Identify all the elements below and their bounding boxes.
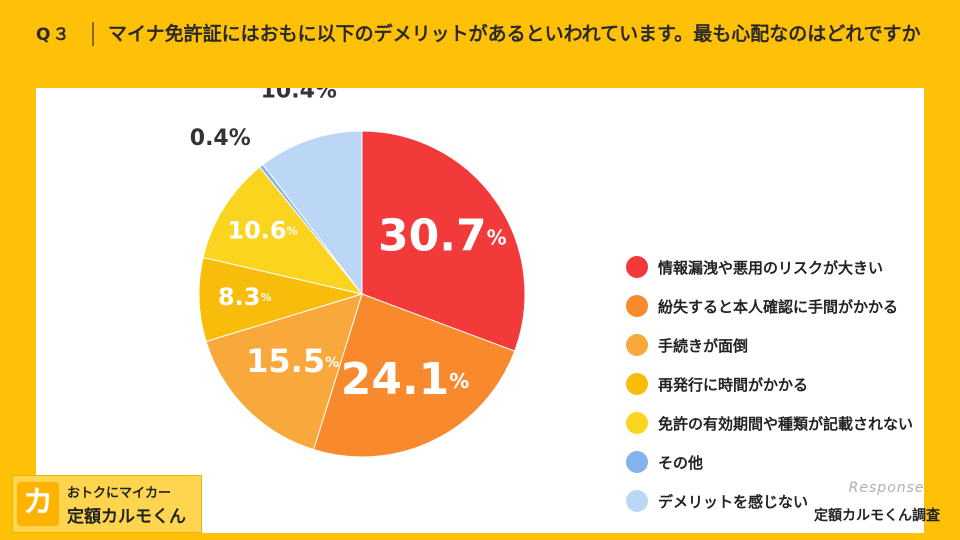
legend-label: 手続きが面倒: [658, 336, 749, 355]
slice-value-label-0: 30.7%: [378, 210, 507, 261]
legend-item-1: 紛失すると本人確認に手間がかかる: [626, 293, 898, 319]
legend-item-6: デメリットを感じない: [626, 488, 808, 514]
logo-tagline: おトクにマイカー: [67, 486, 172, 501]
question-header: Q３ マイナ免許証にはおもに以下のデメリットがあるといわれています。最も心配なの…: [36, 14, 936, 84]
legend-item-5: その他: [626, 449, 703, 475]
pie-slice-2: [205, 293, 363, 451]
legend-swatch-icon: [626, 256, 648, 278]
pie-slice-6: [262, 130, 363, 296]
legend-swatch-icon: [626, 490, 648, 512]
legend-label: 情報漏洩や悪用のリスクが大きい: [658, 258, 884, 277]
legend-item-0: 情報漏洩や悪用のリスクが大きい: [626, 254, 883, 280]
question-number: Q３: [36, 25, 72, 45]
legend-label: 再発行に時間がかかる: [658, 375, 809, 394]
legend-label: 免許の有効期間や種類が記載されない: [658, 414, 914, 433]
legend-swatch-icon: [626, 412, 648, 434]
slice-value-label-3: 8.3%: [218, 283, 272, 311]
legend-swatch-icon: [626, 373, 648, 395]
slice-value-label-5: 0.4%: [190, 126, 251, 151]
pie-slice-1: [312, 293, 516, 458]
slice-value-label-4: 10.6%: [227, 217, 297, 245]
slice-value-label-6: 10.4%: [261, 88, 337, 103]
pie-chart: 30.7% 24.1%15.5% 8.3% 10.6% 0.4% 10.4%: [190, 88, 526, 458]
brand-logo: カ おトクにマイカー 定額カルモくん: [12, 475, 202, 533]
legend-label: 紛失すると本人確認に手間がかかる: [658, 297, 899, 316]
legend-label: その他: [658, 453, 704, 472]
slice-value-label-1: 24.1%: [341, 354, 470, 405]
chart-card: 30.7% 24.1% 15.5% 8.3% 10.6% 0.4% 10.4% 情報漏洩や悪…: [36, 88, 924, 533]
logo-mark-icon: カ: [17, 482, 59, 526]
watermark: Response.: [848, 480, 930, 496]
pie-slice-0: [361, 130, 526, 352]
legend-swatch-icon: [626, 451, 648, 473]
source-note: 定額カルモくん調査: [814, 508, 940, 524]
pie-slice-4: [202, 166, 364, 295]
divider: [92, 22, 94, 46]
legend-swatch-icon: [626, 334, 648, 356]
legend-item-4: 免許の有効期間や種類が記載されない: [626, 410, 913, 436]
slice-value-label-2: 15.5%: [246, 342, 339, 380]
logo-brand-name: 定額カルモくん: [67, 507, 186, 527]
legend-swatch-icon: [626, 295, 648, 317]
legend-item-2: 手続きが面倒: [626, 332, 748, 358]
question-text: マイナ免許証にはおもに以下のデメリットがあるといわれています。最も心配なのはどれ…: [108, 23, 921, 45]
legend-label: デメリットを感じない: [658, 492, 809, 511]
legend-item-3: 再発行に時間がかかる: [626, 371, 808, 397]
